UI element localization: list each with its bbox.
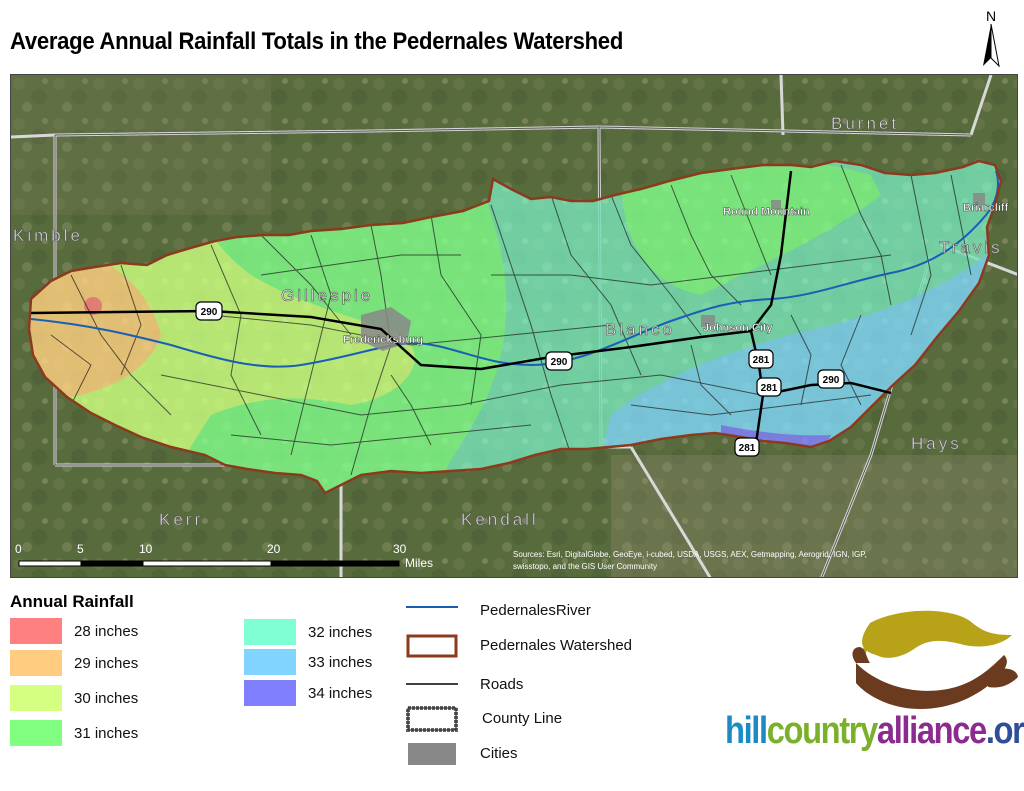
highway-shield: 281 (756, 377, 782, 397)
local-roads (50, 164, 972, 476)
county-label: Burnet (831, 114, 899, 133)
hands-sun-icon (852, 610, 1018, 709)
county-line-legend-label: County Line (482, 710, 563, 727)
scale-tick: 0 (15, 542, 22, 556)
scale-tick: 10 (139, 542, 153, 556)
legend-item-31: 31 inches (10, 720, 138, 746)
attribution-text: swisstopo, and the GIS User Community (513, 562, 657, 571)
river-legend-label: PedernalesRiver (480, 602, 591, 619)
highway-shield: 290 (545, 351, 573, 371)
svg-text:290: 290 (823, 375, 840, 386)
county-label: Kendall (461, 510, 539, 529)
map-frame[interactable]: 290 290 281 281 290 281 Burnet Kimble Gi… (10, 74, 1018, 578)
north-label: N (985, 8, 997, 24)
highway-shield: 281 (734, 437, 760, 457)
cities-symbol (408, 743, 456, 765)
pedernales-river (30, 170, 999, 368)
legend-item-34: 34 inches (244, 680, 372, 706)
svg-text:290: 290 (551, 357, 568, 368)
legend-label: 34 inches (308, 684, 373, 702)
svg-text:290: 290 (201, 307, 218, 318)
city-label: Round Mountain (723, 206, 810, 218)
county-line-symbol (406, 706, 458, 732)
attribution-text: Sources: Esri, DigitalGlobe, GeoEye, i-c… (513, 550, 867, 559)
watershed-outline (27, 159, 1003, 495)
highway-shield: 281 (748, 349, 774, 369)
logo-text: .org (985, 710, 1024, 752)
county-label: Kerr (159, 510, 203, 529)
legend-swatch (244, 649, 296, 675)
legend-item-28: 28 inches (10, 618, 138, 644)
legend-title: Annual Rainfall (10, 592, 134, 611)
legend-swatch (244, 680, 296, 706)
watershed-symbol (406, 634, 458, 658)
north-arrow-icon (983, 23, 1000, 68)
county-label: Gillespie (281, 286, 373, 305)
scale-bar: 0 5 10 20 30 Miles (15, 542, 433, 570)
legend-swatch (244, 619, 296, 645)
city-label: Briarcliff (963, 202, 1009, 214)
watershed-legend-label: Pedernales Watershed (480, 637, 633, 654)
county-label: Hays (911, 434, 962, 453)
logo-text: hill (725, 710, 768, 752)
svg-text:281: 281 (761, 383, 778, 394)
legend-item-29: 29 inches (10, 650, 138, 676)
roads-symbol (406, 683, 458, 685)
map-canvas[interactable]: 290 290 281 281 290 281 Burnet Kimble Gi… (11, 75, 1018, 578)
legend-label: 28 inches (74, 622, 139, 640)
legend-swatch (10, 650, 62, 676)
legend-label: 30 inches (74, 689, 139, 707)
highway-shield: 290 (817, 369, 845, 389)
legend-label: 31 inches (74, 724, 139, 742)
north-arrow: N (975, 8, 1007, 70)
scale-tick: 5 (77, 542, 84, 556)
legend-item-30: 30 inches (10, 685, 138, 711)
map-title: Average Annual Rainfall Totals in the Pe… (10, 28, 624, 55)
city-label: Johnson City (703, 322, 774, 334)
legend-swatch (10, 618, 62, 644)
logo-text: alliance (876, 710, 987, 752)
svg-text:281: 281 (739, 443, 756, 454)
logo-text: country (766, 710, 879, 752)
county-label: Travis (939, 238, 1003, 257)
legend-swatch (10, 720, 62, 746)
highway-shield: 290 (195, 301, 223, 321)
city-label: Fredericksburg (343, 334, 423, 346)
city-areas (361, 193, 985, 351)
legend-item-32: 32 inches (244, 619, 372, 645)
legend-label: 32 inches (308, 623, 373, 641)
river-symbol (406, 606, 458, 608)
roads-legend-label: Roads (480, 676, 524, 693)
legend-swatch (10, 685, 62, 711)
svg-text:281: 281 (753, 355, 770, 366)
legend-label: 29 inches (74, 654, 139, 672)
county-label: Kimble (13, 226, 83, 245)
logo-wordmark: hillcountryalliance.org (725, 710, 1024, 753)
county-label: Blanco (605, 320, 675, 339)
legend-item-33: 33 inches (244, 649, 372, 675)
cities-legend-label: Cities (480, 745, 518, 762)
scale-tick: 20 (267, 542, 281, 556)
scale-unit: Miles (405, 556, 433, 570)
legend-label: 33 inches (308, 653, 373, 671)
scale-tick: 30 (393, 542, 407, 556)
